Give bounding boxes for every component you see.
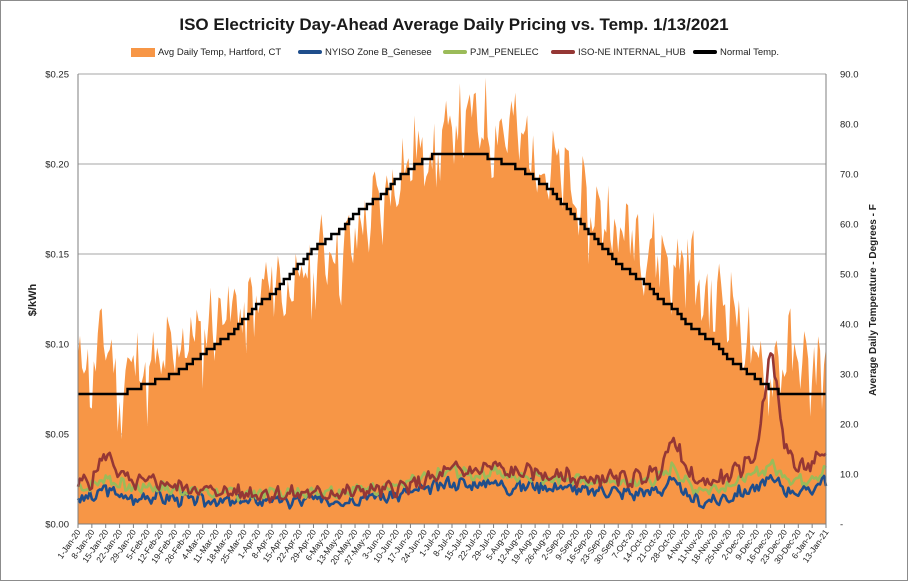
legend-label-isone: ISO-NE INTERNAL_HUB <box>578 46 686 58</box>
series-area-avg-temp <box>78 77 826 524</box>
y2-tick-label: 10.0 <box>840 470 859 481</box>
y2-axis-label: Average Daily Temperature - Degrees - F <box>868 204 879 396</box>
legend-label-temp: Avg Daily Temp, Hartford, CT <box>158 46 282 58</box>
y-tick-label: $0.00 <box>45 520 69 531</box>
series-lines-layer <box>76 152 828 510</box>
legend-swatch-nyiso <box>298 50 322 54</box>
y-tick-label: $0.15 <box>45 250 69 261</box>
legend-swatch-normal <box>693 50 717 54</box>
legend-label-pjm: PJM_PENELEC <box>470 46 539 58</box>
legend-item-isone: ISO-NE INTERNAL_HUB <box>551 45 686 59</box>
chart-title: ISO Electricity Day-Ahead Average Daily … <box>179 15 729 34</box>
y-axis-label: $/kWh <box>27 284 39 317</box>
legend-item-nyiso: NYISO Zone B_Genesee <box>298 45 432 59</box>
legend-swatch-isone <box>551 50 575 54</box>
axes-layer: $0.00 $0.05 $0.10 $0.15 $0.20 $0.25 - 10.0 20.0 3… <box>45 70 858 567</box>
series-line-isone <box>76 352 827 504</box>
y-tick-label: $0.25 <box>45 70 69 81</box>
series-line-normal-temp <box>78 152 826 396</box>
legend: Avg Daily Temp, Hartford, CT NYISO Zone … <box>0 45 908 59</box>
y-tick-label: $0.10 <box>45 340 69 351</box>
y2-tick-label: 70.0 <box>840 170 859 181</box>
y2-tick-label: 90.0 <box>840 70 859 81</box>
legend-item-normal: Normal Temp. <box>693 45 779 59</box>
y2-tick-label: 80.0 <box>840 120 859 131</box>
y-tick-label: $0.20 <box>45 160 69 171</box>
series-line-nyiso <box>76 474 828 510</box>
y-tick-label: $0.05 <box>45 430 69 441</box>
y2-tick-label: 20.0 <box>840 420 859 431</box>
y2-tick-label: 60.0 <box>840 220 859 231</box>
y2-tick-label: 40.0 <box>840 320 859 331</box>
temperature-area-layer <box>78 77 826 524</box>
legend-swatch-temp <box>131 47 155 57</box>
legend-item-pjm: PJM_PENELEC <box>443 45 539 59</box>
y2-tick-label: 50.0 <box>840 270 859 281</box>
y2-tick-label: 30.0 <box>840 370 859 381</box>
y2-tick-label: - <box>840 520 843 531</box>
legend-label-nyiso: NYISO Zone B_Genesee <box>325 46 432 58</box>
legend-item-temp: Avg Daily Temp, Hartford, CT <box>131 45 281 59</box>
legend-label-normal: Normal Temp. <box>720 46 779 58</box>
legend-swatch-pjm <box>443 50 467 54</box>
